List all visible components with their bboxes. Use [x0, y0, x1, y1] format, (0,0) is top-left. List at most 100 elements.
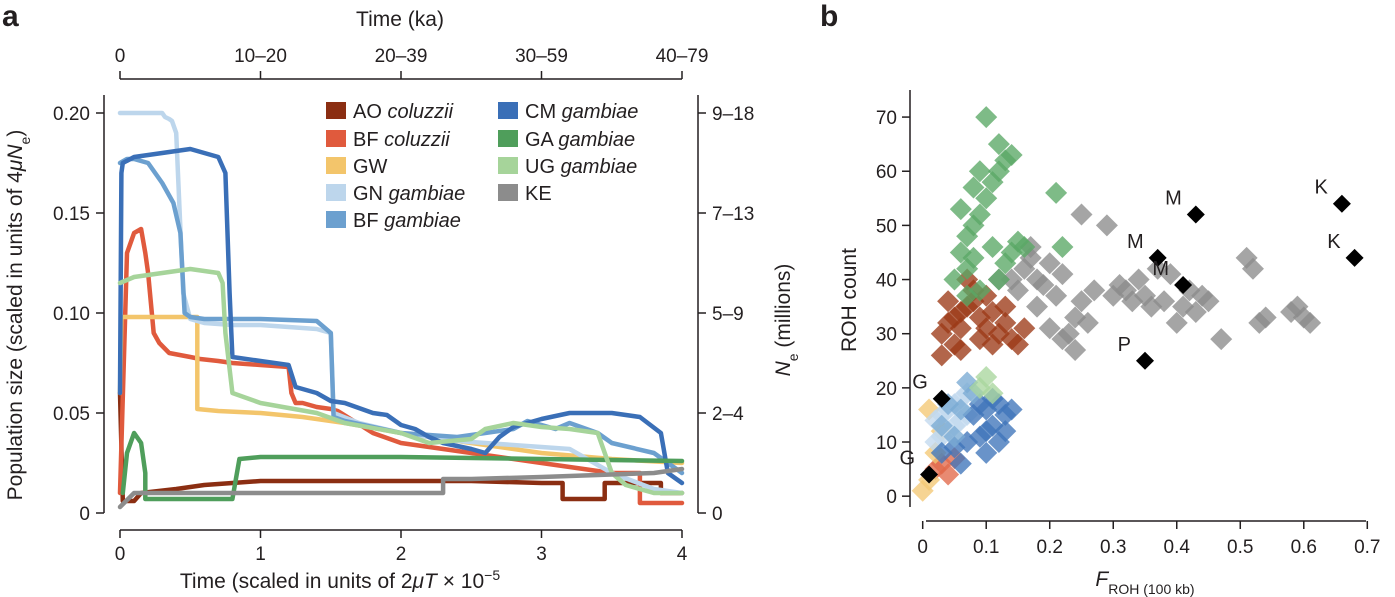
- legend-swatch: [498, 130, 518, 147]
- labelled-point-label: P: [1118, 334, 1131, 356]
- scatter-point-ke: [1254, 306, 1277, 329]
- labelled-point: [1332, 194, 1351, 213]
- series-line-ke-x: [117, 466, 685, 510]
- scatter-point-ao-coluzzii: [994, 311, 1017, 334]
- scatter-point-ke: [1153, 290, 1176, 313]
- legend-label: BF coluzzii: [353, 129, 450, 151]
- panel-b-x-tick-label: 0.7: [1354, 537, 1380, 558]
- scatter-point-ao-coluzzii: [949, 317, 972, 340]
- scatter-point-ga-gambiae: [949, 198, 972, 221]
- scatter-point-ke: [1070, 290, 1093, 313]
- scatter-point-ke: [1197, 290, 1220, 313]
- legend-swatch: [326, 211, 346, 228]
- left-axis-title: Population size (scaled in units of 4μNe…: [4, 130, 33, 501]
- scatter-point-ke: [1184, 301, 1207, 324]
- panel-b-axes: 0 10 20 30 40 50 60 70 0 0.1 0.2 0.3 0.4 0.5 0.6 0.7: [876, 90, 1381, 558]
- legend-label: BF gambiae: [353, 210, 461, 232]
- panel-letter-b: b: [820, 0, 838, 33]
- scatter-point-ke: [1299, 311, 1322, 334]
- scatter-point-bf-coluzzii: [937, 463, 960, 486]
- scatter-point-ga-gambiae: [1051, 236, 1074, 259]
- scatter-point-bf-gambiae: [943, 425, 966, 448]
- legend-swatch: [326, 130, 346, 147]
- left-tick-label: 0.10: [53, 304, 90, 325]
- scatter-point-ke: [1165, 311, 1188, 334]
- scatter-point-ga-gambiae: [1000, 143, 1023, 166]
- left-tick-label: 0: [79, 504, 90, 525]
- panel-b-y-tick-label: 10: [876, 433, 897, 454]
- scatter-point-ke: [1064, 338, 1087, 361]
- panel-b-y-tick-label: 40: [876, 271, 897, 292]
- scatter-point-ke: [1051, 328, 1074, 351]
- right-tick-label: 2–4: [712, 404, 744, 425]
- panel-a-axes: 0 0.05 0.10 0.15 0.20 0 2–4 5–9 7–13 9–18 0 1 2 3 4 0 10…: [53, 46, 754, 565]
- scatter-point-ke: [1038, 317, 1061, 340]
- scatter-point-ga-gambiae: [968, 160, 991, 183]
- scatter-point-ga-gambiae: [1013, 236, 1036, 259]
- scatter-point-ke: [1045, 284, 1068, 307]
- bottom-axis-title: Time (scaled in units of 2μT × 10−5: [180, 567, 500, 593]
- bottom-tick-label: 3: [536, 544, 547, 565]
- panel-b-y-tick-label: 60: [876, 162, 897, 183]
- panel-b-x-tick-label: 0.2: [1037, 537, 1063, 558]
- scatter-point-ke: [1127, 268, 1150, 291]
- labelled-point: [1174, 275, 1193, 294]
- panel-b-ylabel: ROH count: [838, 248, 861, 352]
- right-tick-label: 5–9: [712, 304, 744, 325]
- scatter-point-ga-gambiae: [956, 257, 979, 280]
- panel-b-xlabel: FROH (100 kb): [1095, 568, 1194, 597]
- bottom-tick-label: 2: [396, 544, 407, 565]
- legend-swatch: [498, 184, 518, 201]
- labelled-point-label: G: [899, 448, 915, 470]
- bottom-tick-label: 0: [115, 544, 126, 565]
- right-tick-label: 0: [712, 504, 723, 525]
- panel-b-y-tick-label: 30: [876, 325, 897, 346]
- legend-label: AO coluzzii: [353, 101, 454, 123]
- left-tick-label: 0.05: [53, 404, 90, 425]
- right-tick-label: 7–13: [712, 204, 754, 225]
- scatter-point-ke: [1076, 311, 1099, 334]
- top-tick-label: 40–79: [656, 46, 709, 67]
- labelled-point: [1186, 205, 1205, 224]
- scatter-point-ao-coluzzii: [949, 338, 972, 361]
- panel-b-x-tick-label: 0.4: [1164, 537, 1191, 558]
- scatter-point-ao-coluzzii: [981, 333, 1004, 356]
- scatter-point-ke: [1038, 252, 1061, 275]
- labelled-point-label: K: [1327, 231, 1341, 253]
- scatter-point-ga-gambiae: [962, 176, 985, 199]
- top-tick-label: 30–59: [515, 46, 568, 67]
- scatter-point-ao-coluzzii: [937, 290, 960, 313]
- legend-label: CM gambiae: [525, 101, 638, 123]
- scatter-point-ke: [1051, 263, 1074, 286]
- scatter-point-ao-coluzzii: [994, 295, 1017, 318]
- panel-b-x-tick-label: 0.1: [973, 537, 999, 558]
- panel-a-legend: AO coluzzii BF coluzzii GW GN gambiae BF gam…: [326, 101, 638, 232]
- scatter-point-cm-gambiae: [975, 441, 998, 464]
- scatter-point-ug-gambiae: [975, 366, 998, 389]
- scatter-point-ao-coluzzii: [1006, 333, 1029, 356]
- labelled-point: [1345, 248, 1364, 267]
- panel-letter-a: a: [2, 0, 19, 33]
- panel-a-lines: [117, 110, 685, 510]
- series-line-ug-gambiae: [117, 266, 685, 496]
- scatter-point-cm-gambiae: [1000, 398, 1023, 421]
- panel-b-x-tick-label: 0: [917, 537, 928, 558]
- scatter-point-ke: [1070, 203, 1093, 226]
- labelled-point: [920, 465, 939, 484]
- legend-swatch: [498, 157, 518, 174]
- scatter-point-ga-gambiae: [987, 268, 1010, 291]
- panel-b-y-tick-label: 50: [876, 216, 897, 237]
- scatter-point-ke: [1159, 263, 1182, 286]
- labelled-point-label: G: [912, 372, 928, 394]
- scatter-point-ao-coluzzii: [1013, 317, 1036, 340]
- legend-swatch: [498, 102, 518, 119]
- scatter-point-ga-gambiae: [1006, 230, 1029, 253]
- scatter-point-ga-gambiae: [1045, 181, 1068, 204]
- scatter-point-ke: [1241, 257, 1264, 280]
- series-line-gn-gambiae: [117, 110, 685, 496]
- labelled-point-label: M: [1165, 188, 1182, 210]
- panel-b-x-tick-label: 0.5: [1227, 537, 1253, 558]
- scatter-point-ke: [1000, 268, 1023, 291]
- bottom-tick-label: 1: [255, 544, 266, 565]
